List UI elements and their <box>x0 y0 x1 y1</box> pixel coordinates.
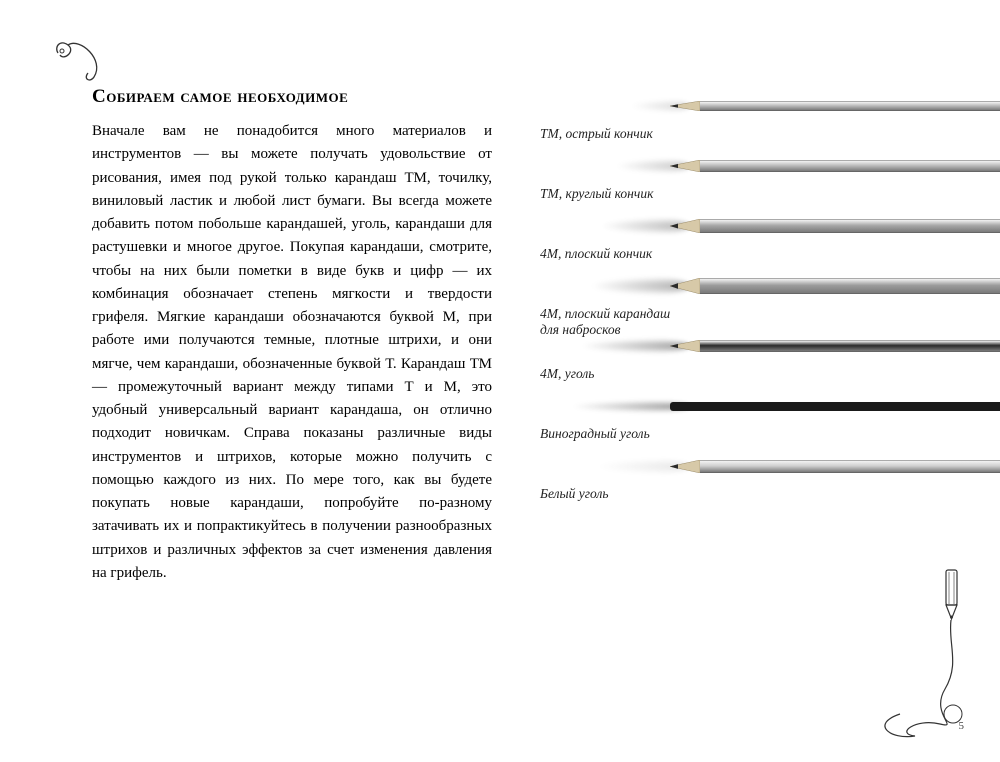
pencil-row: Белый уголь <box>540 450 1000 510</box>
pencil-graphic <box>660 90 1000 130</box>
pencil-row: 4М, плоский кончик <box>540 210 1000 270</box>
pencil-graphic <box>660 210 1000 250</box>
page-number: 5 <box>959 720 965 732</box>
pencil-label: Виноградный уголь <box>540 426 650 442</box>
body-paragraph: Вначале вам не понадобится много материа… <box>92 120 492 585</box>
pencil-row: ТМ, круглый кончик <box>540 150 1000 210</box>
ornament-top-icon <box>50 35 110 85</box>
pencil-graphic <box>660 390 1000 430</box>
pencil-graphic <box>660 270 1000 310</box>
pencil-label: 4М, уголь <box>540 366 594 382</box>
pencil-graphic <box>660 150 1000 190</box>
pencil-label: ТМ, острый кончик <box>540 126 653 142</box>
ornament-bottom-pencil-icon <box>860 564 980 744</box>
pencil-label: ТМ, круглый кончик <box>540 186 653 202</box>
pencil-label: Белый уголь <box>540 486 608 502</box>
pencil-graphic <box>660 330 1000 370</box>
pencil-row: ТМ, острый кончик <box>540 90 1000 150</box>
pencil-row: 4М, уголь <box>540 330 1000 390</box>
pencil-row: 4М, плоский карандаш для набросков <box>540 270 1000 330</box>
pencil-illustration-list: ТМ, острый кончик ТМ, круглый кончик 4М, п… <box>540 90 1000 510</box>
section-heading: Собираем самое необходимое <box>92 86 348 108</box>
pencil-graphic <box>660 450 1000 490</box>
pencil-label: 4М, плоский кончик <box>540 246 652 262</box>
pencil-row: Виноградный уголь <box>540 390 1000 450</box>
